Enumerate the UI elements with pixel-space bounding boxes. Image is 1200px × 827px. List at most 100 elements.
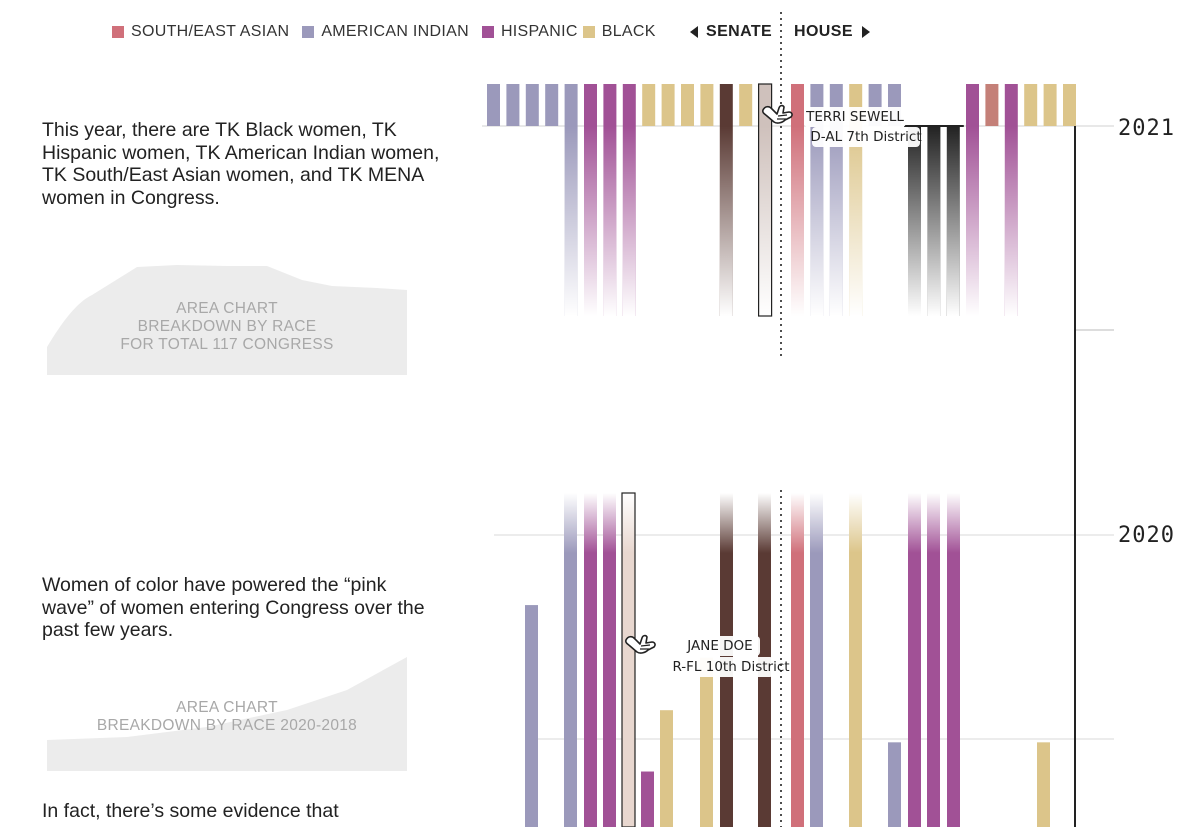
area-chart-caption-line: AREA CHART [176, 300, 278, 317]
bar-2021-fade [927, 126, 941, 316]
legend: SOUTH/EAST ASIAN AMERICAN INDIAN HISPANI… [112, 22, 669, 42]
area-chart-placeholder-2020-2018: AREA CHART BREAKDOWN BY RACE 2020-2018 [47, 655, 407, 771]
legend-swatch [481, 26, 494, 38]
tooltip-name: JANE DOE [686, 638, 752, 654]
tooltip-bg [688, 657, 774, 677]
bar-2020 [791, 535, 804, 827]
bar-2020 [564, 535, 577, 827]
bar-2020-fade [584, 493, 597, 553]
hand-lines [640, 644, 651, 650]
bar-2021 [661, 84, 675, 126]
bar-2020-fade [758, 493, 771, 553]
tooltip-district: R-FL 10th District [672, 659, 789, 675]
bar-2020 [603, 535, 616, 827]
bar-2021 [564, 84, 578, 126]
bar-2020 [641, 771, 654, 827]
tooltip-jane-doe: JANE DOE R-FL 10th District [625, 634, 790, 677]
bar-2021 [1063, 84, 1076, 126]
legend-item-black[interactable]: BLACK [582, 23, 656, 41]
hand-lines [777, 114, 788, 120]
bar-2021-fade [719, 126, 733, 316]
bar-2021-fade [1004, 126, 1018, 316]
area-chart-caption-line: FOR TOTAL 117 CONGRESS [120, 336, 334, 353]
bar-2020 [758, 535, 771, 827]
bar-2021 [545, 84, 559, 126]
bar-2021-fade [849, 126, 863, 316]
bar-2021-fade [758, 126, 772, 316]
legend-label: HISPANIC [500, 23, 578, 40]
senate-toggle[interactable]: SENATE [690, 22, 772, 42]
house-label: HOUSE [794, 23, 853, 40]
bar-2020 [622, 535, 635, 827]
tooltip-bg [804, 107, 906, 127]
legend-item-american-indian[interactable]: AMERICAN INDIAN [302, 23, 469, 41]
bar-2020 [700, 657, 713, 827]
tooltip-bg [680, 636, 760, 656]
tooltip-name: TERRI SEWELL [805, 109, 904, 125]
bar-2021-fade [564, 126, 578, 316]
bar-2020 [1037, 742, 1050, 827]
bar-2021-fade [622, 126, 636, 316]
bar-2021 [719, 84, 733, 126]
bar-2021 [506, 84, 520, 126]
bar-2021 [791, 84, 804, 126]
bar-2021-fade [584, 126, 597, 316]
bar-2021-highlight-outline [757, 83, 773, 317]
area-chart-placeholder-117: AREA CHART BREAKDOWN BY RACE FOR TOTAL 1… [47, 262, 407, 375]
area-chart-caption-line: BREAKDOWN BY RACE [137, 318, 317, 335]
tooltip-terri-sewell: TERRI SEWELL D-AL 7th District [762, 104, 922, 147]
tooltip-district: D-AL 7th District [810, 129, 921, 145]
bar-2021-fade [908, 126, 921, 316]
legend-label: BLACK [601, 23, 656, 40]
bar-2020 [927, 535, 940, 827]
bar-2020-fade [947, 493, 960, 553]
bar-2021-fade [810, 126, 824, 316]
bar-2021-fade [966, 126, 979, 316]
bar-2020-fade [622, 493, 635, 553]
bar-2021 [603, 84, 617, 126]
bar-2021 [584, 84, 597, 126]
legend-item-hispanic[interactable]: HISPANIC [481, 23, 578, 41]
bar-2021 [487, 84, 500, 126]
bar-2020-fade [603, 493, 616, 553]
bar-2021 [966, 84, 979, 126]
bar-2021 [1004, 84, 1018, 126]
legend-swatch [112, 26, 124, 38]
bar-2020 [720, 535, 733, 827]
bar-2020 [849, 535, 862, 827]
bar-2021 [642, 84, 656, 126]
bar-2021 [1043, 84, 1057, 126]
pink-wave-paragraph: Women of color have powered the “pink wa… [42, 574, 425, 641]
bar-2020-highlight-outline [621, 492, 636, 827]
bar-2020-fade [908, 493, 921, 553]
bar-2020 [888, 742, 901, 827]
senate-label: SENATE [706, 23, 773, 40]
bar-2020-fade [810, 493, 823, 553]
area-chart-caption-line: AREA CHART [176, 699, 278, 716]
bar-2021 [622, 84, 636, 126]
bar-2021-fade [946, 126, 960, 316]
bar-2021 [700, 84, 714, 126]
bar-2021 [525, 84, 539, 126]
area-chart-shape [47, 657, 407, 771]
intro-paragraph: This year, there are TK Black women, TK … [42, 119, 440, 209]
bar-2020 [908, 535, 921, 827]
bar-2021 [985, 84, 999, 126]
pointer-hand-icon [625, 634, 656, 654]
bar-2021 [1024, 84, 1038, 126]
area-chart-shape [47, 265, 407, 375]
year-label-2021: 2021 [1118, 116, 1175, 141]
pointer-hand-icon [762, 104, 793, 124]
bar-2021 [681, 84, 694, 126]
house-toggle[interactable]: HOUSE [794, 22, 870, 42]
area-chart-caption-line: BREAKDOWN BY RACE 2020-2018 [96, 717, 358, 734]
bar-2020 [660, 710, 673, 827]
bar-2020 [525, 605, 538, 827]
legend-swatch [582, 26, 595, 38]
bar-2020-fade [791, 493, 804, 553]
bar-2021 [739, 84, 753, 126]
bar-2021-fade [829, 126, 843, 316]
bar-2020 [947, 535, 960, 827]
arrow-right-icon [861, 26, 870, 38]
legend-item-south-east-asian[interactable]: SOUTH/EAST ASIAN [112, 23, 289, 41]
